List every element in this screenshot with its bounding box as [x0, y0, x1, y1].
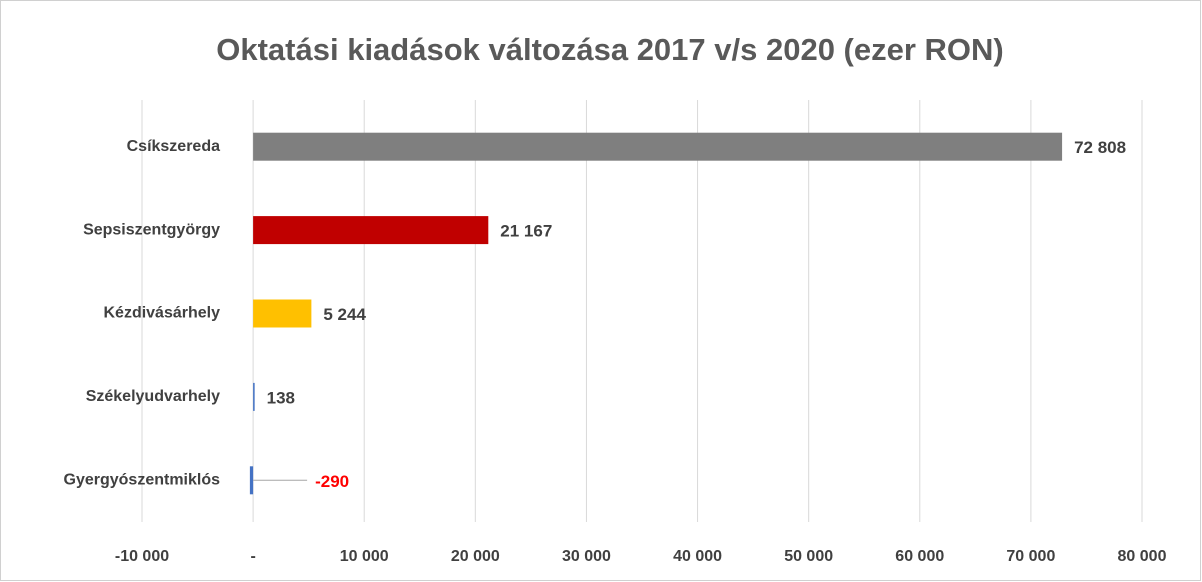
x-tick-label: 60 000: [895, 548, 944, 565]
value-label: 21 167: [500, 222, 552, 241]
y-tick-label: Csíkszereda: [127, 138, 220, 155]
bar: [249, 466, 254, 495]
x-tick-label: 50 000: [784, 548, 833, 565]
y-tick-label: Székelyudvarhely: [86, 388, 220, 405]
value-label: -290: [315, 472, 349, 491]
y-tick-label: Gyergyószentmiklós: [64, 472, 221, 489]
y-tick-label: Sepsiszentgyörgy: [83, 221, 220, 238]
value-label: 72 808: [1074, 138, 1126, 157]
value-label: 138: [267, 388, 295, 407]
x-tick-label: 40 000: [673, 548, 722, 565]
x-tick-label: 70 000: [1006, 548, 1055, 565]
bar: [253, 132, 1063, 161]
bar: [253, 216, 489, 245]
bar: [253, 299, 312, 328]
x-tick-label: 10 000: [340, 548, 389, 565]
x-tick-label: -: [250, 548, 255, 565]
y-tick-label: Kézdivásárhely: [103, 305, 220, 322]
x-tick-label: 20 000: [451, 548, 500, 565]
chart-title: Oktatási kiadások változása 2017 v/s 202…: [216, 32, 1004, 67]
x-tick-label: -10 000: [115, 548, 169, 565]
value-label: 5 244: [323, 305, 366, 324]
bar: [253, 382, 255, 411]
x-tick-label: 80 000: [1118, 548, 1167, 565]
x-tick-label: 30 000: [562, 548, 611, 565]
